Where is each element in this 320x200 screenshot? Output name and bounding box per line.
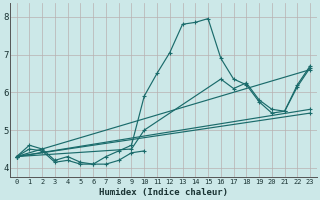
X-axis label: Humidex (Indice chaleur): Humidex (Indice chaleur) xyxy=(99,188,228,197)
